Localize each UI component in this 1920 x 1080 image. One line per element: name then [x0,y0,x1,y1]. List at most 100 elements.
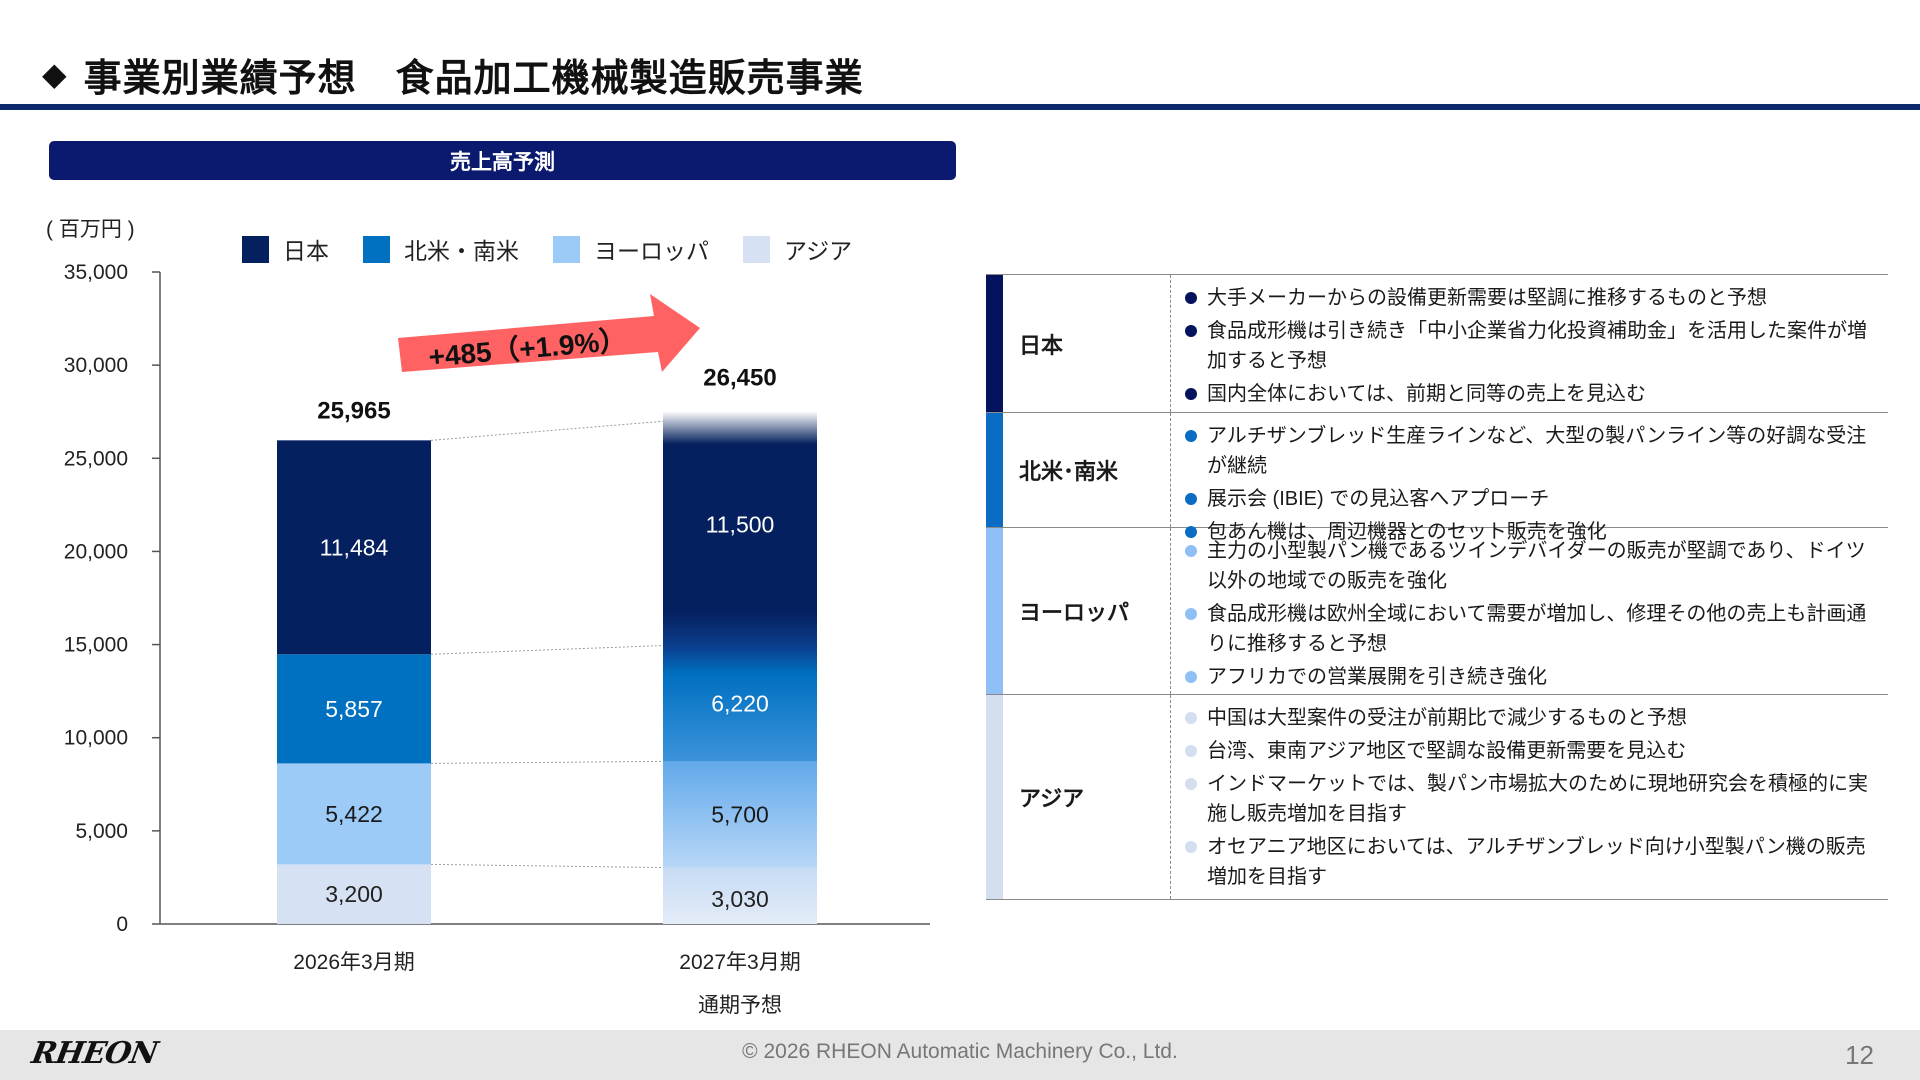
region-name: 日本 [1003,275,1171,412]
y-tick-label: 10,000 [64,727,128,750]
bullet-text: アフリカでの営業展開を引き続き強化 [1207,666,1547,688]
region-color-bar [986,695,1003,899]
bullet-dot-icon [1185,778,1197,790]
region-color-bar [986,528,1003,694]
legend-swatch [242,235,269,263]
bullet-item: アフリカでの営業展開を引き続き強化 [1185,662,1878,692]
bullet-dot-icon [1185,388,1197,400]
bullet-item: 中国は大型案件の受注が前期比で減少するものと予想 [1185,703,1878,733]
total-value-label: 25,965 [317,397,390,424]
bullet-text: 包あん機は、周辺機器とのセット販売を強化 [1207,521,1607,543]
bullet-item: 包あん機は、周辺機器とのセット販売を強化 [1185,517,1878,547]
y-tick-label: 35,000 [64,261,128,284]
segment-value-label: 5,857 [325,696,383,722]
title-underline [0,104,1920,110]
legend-label: ヨーロッパ [594,238,709,264]
bullet-text: オセアニア地区においては、アルチザンブレッド向け小型製パン機の販売増加を目指す [1207,836,1866,888]
bullet-item: 台湾、東南アジア地区で堅調な設備更新需要を見込む [1185,736,1878,766]
legend-label: 北米・南米 [404,238,519,264]
bullet-dot-icon [1185,841,1197,853]
category-sublabel: 通期予想 [698,994,782,1017]
y-tick-label: 15,000 [64,634,128,657]
bullet-item: 主力の小型製パン機であるツインデバイダーの販売が堅調であり、ドイツ以外の地域での… [1185,536,1878,596]
region-color-bar [986,275,1003,412]
total-value-label: 26,450 [703,364,776,391]
bar-segment [663,411,817,646]
segment-value-label: 11,500 [706,511,775,537]
diamond-marker-icon: ◆ [42,56,68,92]
region-row-japan: 日本 大手メーカーからの設備更新需要は堅調に推移するものと予想 食品成形機は引き… [986,275,1888,413]
bullet-item: 食品成形機は欧州全域において需要が増加し、修理その他の売上も計画通りに推移すると… [1185,599,1878,659]
region-bullets: アルチザンブレッド生産ラインなど、大型の製パンライン等の好調な受注が継続 展示会… [1171,413,1888,543]
bullet-dot-icon [1185,292,1197,304]
bullet-text: インドマーケットでは、製パン市場拡大のために現地研究会を積極的に実施し販売増加を… [1207,773,1868,825]
bullet-dot-icon [1185,712,1197,724]
y-tick-label: 0 [116,913,128,936]
bullet-text: 中国は大型案件の受注が前期比で減少するものと予想 [1207,707,1687,729]
region-name: 北米･南米 [1003,413,1171,527]
legend-swatch [743,235,770,263]
region-bullets: 主力の小型製パン機であるツインデバイダーの販売が堅調であり、ドイツ以外の地域での… [1171,528,1888,694]
region-row-asia: アジア 中国は大型案件の受注が前期比で減少するものと予想 台湾、東南アジア地区で… [986,695,1888,900]
bar-layer [277,411,817,924]
bullet-text: 大手メーカーからの設備更新需要は堅調に推移するものと予想 [1207,287,1767,309]
category-label: 2027年3月期 [679,951,800,974]
region-comment-table: 日本 大手メーカーからの設備更新需要は堅調に推移するものと予想 食品成形機は引き… [986,274,1888,900]
connector-line [430,863,664,869]
legend-swatch [553,235,580,263]
increase-arrow [398,294,700,372]
segment-value-label: 5,422 [325,801,383,827]
footer-bar [0,1030,1920,1080]
bullet-dot-icon [1185,671,1197,683]
region-bullets: 中国は大型案件の受注が前期比で減少するものと予想 台湾、東南アジア地区で堅調な設… [1171,695,1888,899]
connector-layer [430,420,664,869]
bullet-text: 食品成形機は引き続き「中小企業省力化投資補助金」を活用した案件が増加すると予想 [1207,320,1867,372]
connector-line [430,760,664,764]
y-tick-label: 25,000 [64,447,128,470]
region-name: ヨーロッパ [1003,528,1171,694]
connector-line [430,645,664,655]
segment-value-label: 5,700 [711,801,769,827]
region-color-bar [986,413,1003,527]
bullet-text: 台湾、東南アジア地区で堅調な設備更新需要を見込む [1207,740,1687,762]
stacked-bar-chart: 0 5,000 10,000 15,000 20,000 25,000 30,000 35,0… [64,261,930,1017]
y-tick-label: 5,000 [75,820,128,843]
region-bullets: 大手メーカーからの設備更新需要は堅調に推移するものと予想 食品成形機は引き続き「… [1171,275,1888,412]
bullet-item: オセアニア地区においては、アルチザンブレッド向け小型製パン機の販売増加を目指す [1185,832,1878,892]
bullet-item: 大手メーカーからの設備更新需要は堅調に推移するものと予想 [1185,283,1878,313]
bullet-text: アルチザンブレッド生産ラインなど、大型の製パンライン等の好調な受注が継続 [1207,425,1867,477]
legend-item-americas: 北米・南米 [363,232,519,266]
region-row-europe: ヨーロッパ 主力の小型製パン機であるツインデバイダーの販売が堅調であり、ドイツ以… [986,528,1888,695]
bar-segment [663,867,817,924]
bar-segment [663,645,817,762]
bullet-text: 主力の小型製パン機であるツインデバイダーの販売が堅調であり、ドイツ以外の地域での… [1207,540,1866,592]
legend-label: 日本 [283,238,329,264]
bar-segment [277,654,431,764]
bar-segment [277,440,431,655]
chart-band-title: 売上高予測 [49,141,956,180]
bullet-item: 食品成形機は引き続き「中小企業省力化投資補助金」を活用した案件が増加すると予想 [1185,316,1878,376]
legend-label: アジア [784,238,853,264]
y-tick-label: 30,000 [64,354,128,377]
legend-item-japan: 日本 [242,232,329,266]
bullet-item: インドマーケットでは、製パン市場拡大のために現地研究会を積極的に実施し販売増加を… [1185,769,1878,829]
bullet-item: 国内全体においては、前期と同等の売上を見込む [1185,379,1878,409]
arrow-layer: +485（+1.9%） [398,294,700,373]
region-name: アジア [1003,695,1171,899]
segment-value-label: 3,030 [711,886,769,912]
bar-segment [277,763,431,865]
legend-swatch [363,235,390,263]
bullet-text: 展示会 (IBIE) での見込客へアプローチ [1207,488,1550,510]
segment-value-label: 11,484 [320,534,389,560]
bar-segment [277,864,431,924]
bullet-item: 展示会 (IBIE) での見込客へアプローチ [1185,484,1878,514]
region-row-americas: 北米･南米 アルチザンブレッド生産ラインなど、大型の製パンライン等の好調な受注が… [986,413,1888,543]
page-title-text: 事業別業績予想 食品加工機械製造販売事業 [83,57,864,100]
segment-value-label: 6,220 [711,690,769,716]
bullet-dot-icon [1185,430,1197,442]
bullet-item: アルチザンブレッド生産ラインなど、大型の製パンライン等の好調な受注が継続 [1185,421,1878,481]
bullet-text: 国内全体においては、前期と同等の売上を見込む [1207,383,1646,405]
bullet-dot-icon [1185,526,1197,538]
legend-item-asia: アジア [743,232,852,266]
